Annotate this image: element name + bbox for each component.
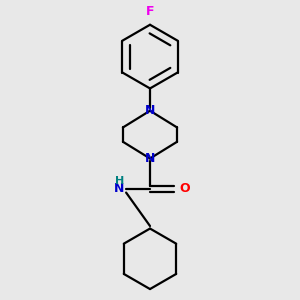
Text: N: N <box>145 104 155 117</box>
Text: N: N <box>114 182 124 195</box>
Text: H: H <box>115 176 124 186</box>
Text: F: F <box>146 5 154 18</box>
Text: N: N <box>145 152 155 165</box>
Text: O: O <box>179 182 190 195</box>
